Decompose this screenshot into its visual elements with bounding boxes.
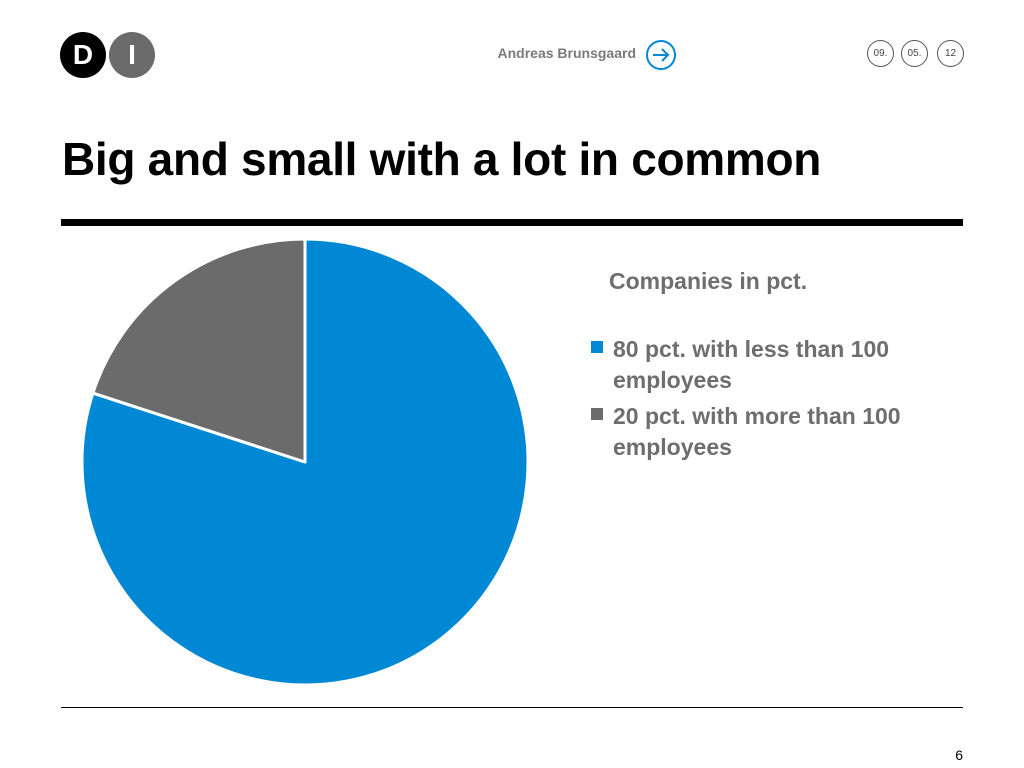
page-title: Big and small with a lot in common: [62, 133, 822, 185]
footer-divider: [61, 707, 963, 708]
legend-swatch: [591, 408, 603, 420]
date-month: 05.: [901, 40, 928, 67]
author-name: Andreas Brunsgaard: [497, 45, 636, 61]
logo-d: D: [60, 32, 106, 78]
arrow-right-circle-icon[interactable]: [645, 39, 677, 71]
legend-item: 80 pct. with less than 100 employees: [591, 335, 931, 396]
logo-i: I: [109, 32, 155, 78]
legend-swatch: [591, 341, 603, 353]
legend-label: 20 pct. with more than 100 employees: [613, 403, 901, 460]
date-year: 12: [937, 40, 964, 67]
legend-label: 80 pct. with less than 100 employees: [613, 336, 890, 393]
legend-item: 20 pct. with more than 100 employees: [591, 402, 931, 463]
chart-title: Companies in pct.: [609, 268, 808, 294]
pie-slice: [91, 237, 307, 464]
date-day: 09.: [867, 40, 894, 67]
pie-chart: [80, 237, 530, 687]
title-divider: [61, 219, 963, 226]
slide-number: 6: [955, 747, 963, 763]
